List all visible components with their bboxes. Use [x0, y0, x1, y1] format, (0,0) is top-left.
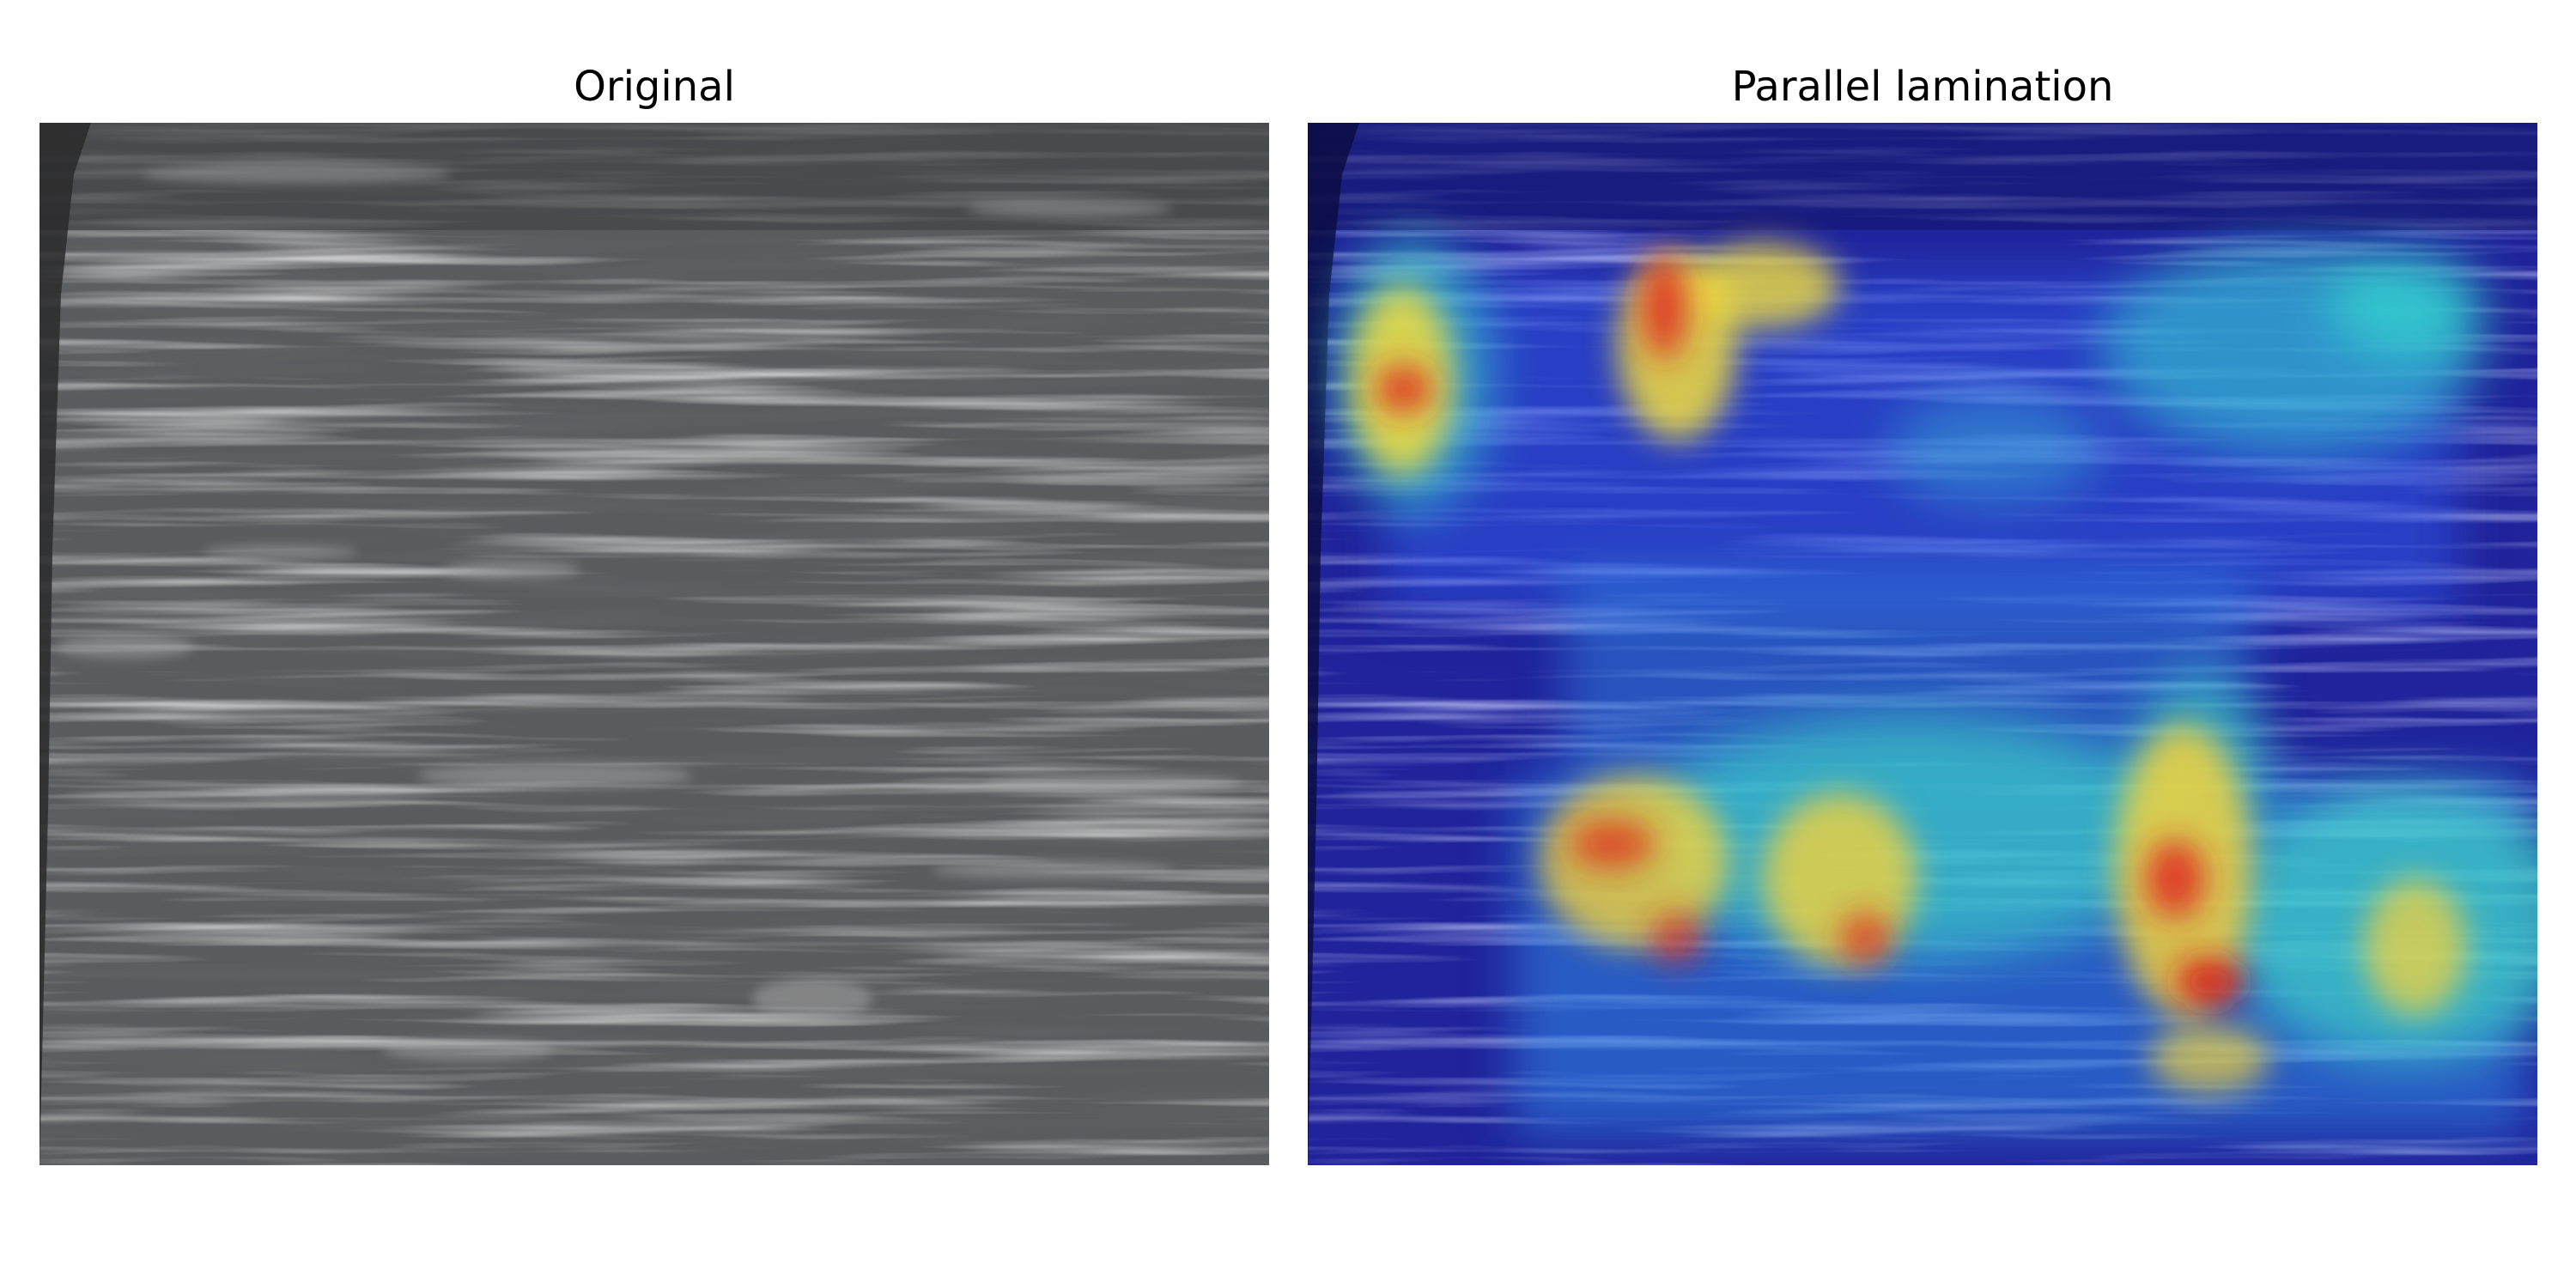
original-rock-image [39, 123, 1269, 1165]
heatmap-image-title: Parallel lamination [1731, 63, 2114, 111]
heatmap-overlay-image [1308, 123, 2537, 1165]
original-image-title: Original [574, 63, 735, 111]
